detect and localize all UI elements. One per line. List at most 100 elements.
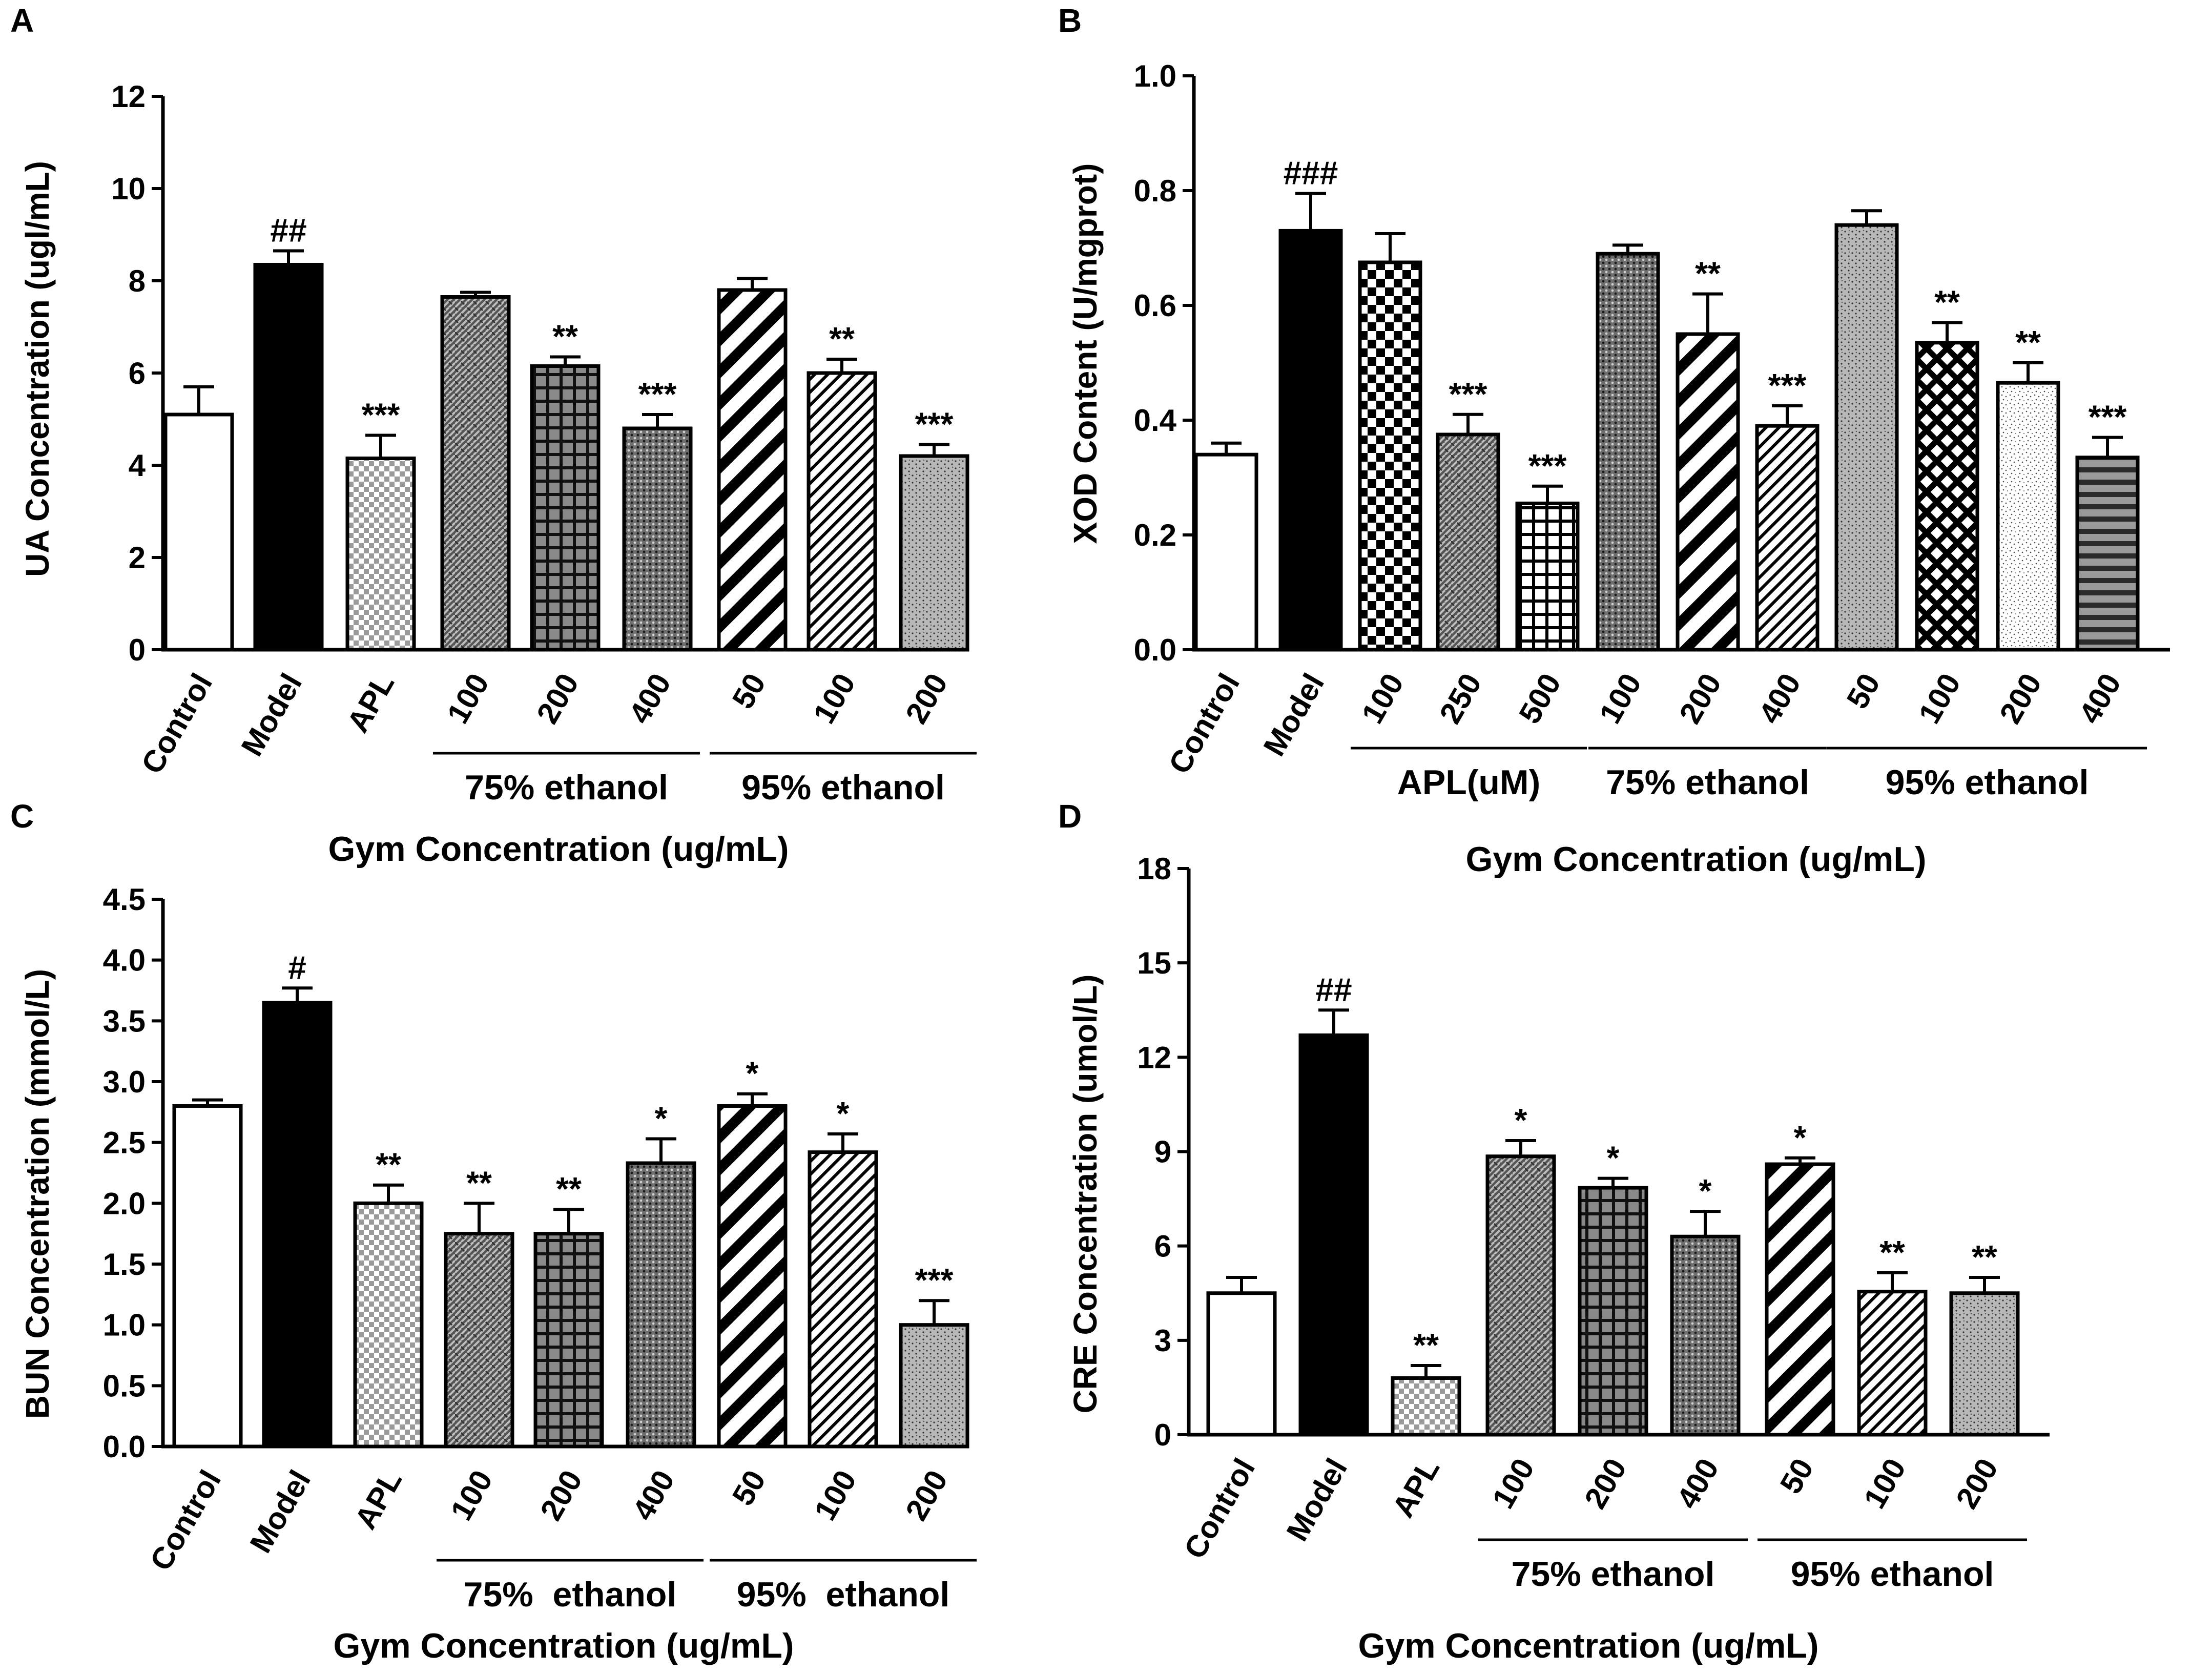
significance-label: #	[288, 949, 306, 986]
significance-label: **	[466, 1164, 492, 1201]
significance-label: ***	[1768, 367, 1807, 404]
significance-label: *	[1794, 1119, 1807, 1156]
panel-b-plot: 0.0 0.2 0.4 0.6 0.8 1.0 Control ### Model 100 *** 2…	[1134, 59, 2170, 802]
significance-label: ***	[915, 406, 954, 443]
group-label: APL(uM)	[1397, 763, 1540, 802]
bar-400	[1670, 1234, 1741, 1437]
bar-control	[1206, 1291, 1277, 1437]
bar-model	[253, 263, 324, 652]
y-tick-label: 3.5	[103, 1004, 146, 1038]
y-tick-label: 0.5	[103, 1369, 146, 1403]
x-tick-label: 500	[1512, 668, 1567, 729]
x-tick-label: Model	[235, 668, 309, 762]
bar-50	[1765, 1162, 1835, 1437]
y-tick-label: 12	[111, 79, 146, 114]
x-tick-label: 100	[1485, 1453, 1541, 1514]
bar-100	[807, 371, 877, 652]
significance-label: *	[1515, 1102, 1527, 1139]
y-tick-label: 0.8	[1134, 174, 1176, 208]
significance-label: **	[552, 318, 578, 355]
x-tick-label: Control	[1162, 668, 1247, 779]
x-tick-label: 200	[1672, 668, 1728, 729]
x-tick-label: Model	[1280, 1453, 1354, 1547]
x-tick-label: Control	[135, 668, 219, 779]
bar-100	[1857, 1290, 1928, 1437]
x-tick-label: 200	[899, 1464, 954, 1526]
significance-label: ***	[915, 1262, 954, 1298]
x-tick-label: 50	[726, 668, 772, 714]
bar-apl	[353, 1201, 424, 1449]
significance-label: ***	[1528, 447, 1567, 484]
significance-label: ##	[270, 212, 306, 249]
bar-200	[1578, 1186, 1648, 1437]
y-tick-label: 1.0	[1134, 59, 1176, 93]
panel-letter-b: B	[1058, 2, 1082, 39]
significance-label: ***	[362, 397, 400, 433]
y-tick-label: 15	[1137, 946, 1171, 980]
y-tick-label: 6	[1154, 1229, 1171, 1264]
significance-label: ###	[1284, 155, 1338, 192]
x-tick-label: 400	[622, 668, 677, 729]
panel-d-plot: 0 3 6 9 12 15 18 Control ## Model ** APL * 100 * 200 * 40…	[1137, 852, 2050, 1594]
y-tick-label: 0.6	[1134, 288, 1176, 323]
bar-500	[1515, 501, 1580, 652]
bar-model	[1298, 1033, 1369, 1437]
bar-50	[717, 288, 788, 652]
panel-d: D CRE Concentration (umol/L) 0 3 6 9 12 15 18 C…	[1058, 798, 2050, 1665]
bar-400	[2075, 456, 2140, 652]
x-tick-label: 100	[808, 1464, 863, 1526]
significance-label: *	[746, 1055, 759, 1092]
y-tick-label: 4.5	[103, 882, 146, 917]
group-label: 95% ethanol	[1791, 1555, 1994, 1594]
y-tick-label: 3	[1154, 1324, 1171, 1358]
bar-100	[1358, 260, 1422, 652]
significance-label: **	[1972, 1238, 1997, 1275]
x-tick-label: 200	[1993, 668, 2048, 729]
panel-c: C BUN Concentration (mmol/L) 0.0 0.5 1.0 1.…	[10, 798, 977, 1665]
bar-200	[1996, 381, 2060, 652]
y-tick-label: 0.0	[103, 1430, 146, 1464]
panel-b-xlabel: Gym Concentration (ug/mL)	[1465, 840, 1926, 879]
bar-control	[1194, 452, 1258, 652]
panel-b: B XOD Content (U/mgprot) 0.0 0.2 0.4 0.6 0.8…	[1058, 2, 2170, 879]
significance-label: ***	[2089, 399, 2127, 436]
significance-label: **	[1695, 255, 1721, 292]
x-tick-label: 100	[807, 668, 862, 729]
x-tick-label: APL	[1386, 1453, 1446, 1523]
panel-c-xlabel: Gym Concentration (ug/mL)	[333, 1626, 794, 1665]
x-tick-label: 200	[533, 1464, 589, 1526]
panel-d-ylabel: CRE Concentration (umol/L)	[1067, 975, 1104, 1414]
group-label: 75% ethanol	[1512, 1555, 1715, 1594]
y-tick-label: 2	[129, 541, 146, 575]
significance-label: ***	[1449, 376, 1487, 412]
bar-200	[899, 454, 969, 652]
bar-100	[808, 1150, 878, 1449]
bar-50	[1834, 223, 1899, 652]
bar-100	[444, 1232, 514, 1449]
x-tick-label: 400	[1752, 668, 1807, 729]
x-tick-label: 100	[1912, 668, 1967, 729]
x-tick-label: Model	[243, 1464, 318, 1559]
significance-label: *	[1607, 1140, 1620, 1176]
y-tick-label: 3.0	[103, 1065, 146, 1099]
x-tick-label: 100	[440, 668, 495, 729]
bar-400	[1755, 424, 1820, 652]
x-tick-label: 400	[626, 1464, 681, 1526]
y-tick-label: 18	[1137, 852, 1171, 886]
x-tick-label: 200	[1578, 1453, 1633, 1514]
y-tick-label: 0.4	[1134, 403, 1177, 438]
panel-a: A UA Concentration (ugl/mL) 0 2 4 6 8 10 12 Con…	[10, 2, 977, 869]
x-tick-label: 250	[1433, 668, 1488, 729]
bar-200	[533, 1232, 604, 1449]
bar-model	[262, 1001, 333, 1449]
group-label: 95% ethanol	[741, 768, 945, 807]
y-tick-label: 0	[1154, 1418, 1171, 1452]
x-tick-label: 50	[726, 1464, 772, 1511]
significance-label: ##	[1315, 971, 1352, 1008]
bar-apl	[345, 457, 416, 652]
bar-model	[1278, 229, 1343, 652]
y-tick-label: 9	[1154, 1135, 1171, 1169]
x-tick-label: 400	[2072, 668, 2127, 729]
significance-label: **	[556, 1170, 582, 1207]
